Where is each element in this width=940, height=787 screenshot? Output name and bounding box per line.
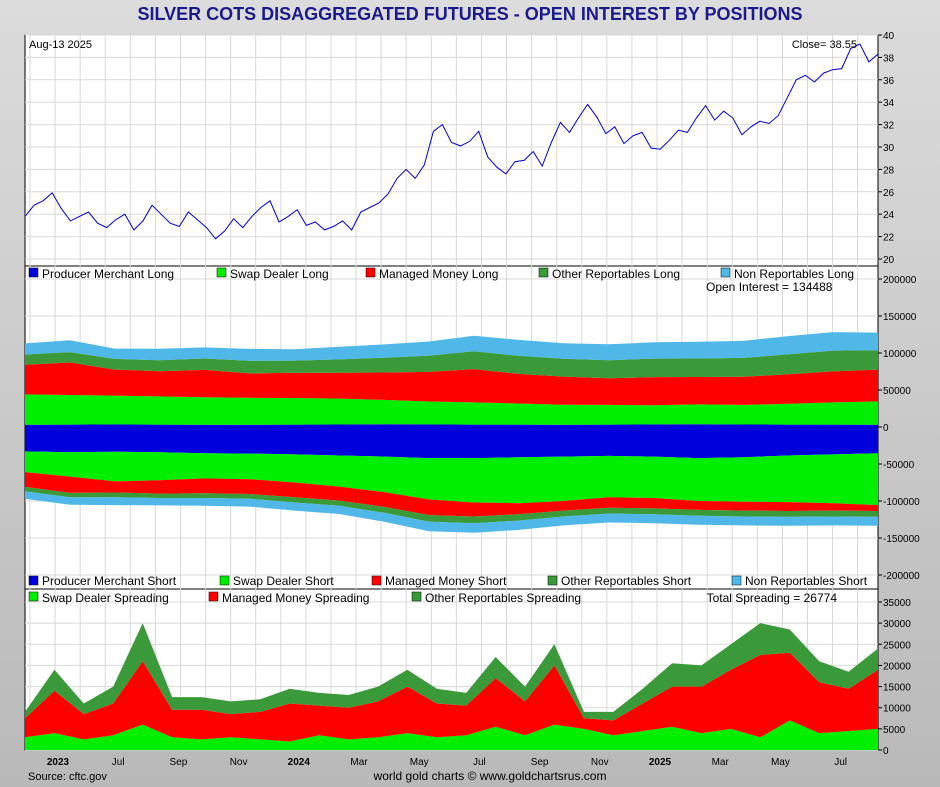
legend-swatch-nonrep-short [731, 575, 742, 586]
legend-swap-short: Swap Dealer Short [233, 574, 334, 588]
price-y-tick-label: 30 [883, 143, 895, 154]
x-tick-label: Jul [112, 757, 125, 768]
x-tick-label: May [410, 757, 429, 768]
spread-area-0 [25, 720, 878, 750]
legend-producer-long: Producer Merchant Long [42, 267, 174, 281]
spreading-y-tick-label: 15000 [883, 683, 911, 694]
x-tick-label: 2024 [288, 757, 311, 768]
credit-label: world gold charts © www.goldchartsrus.co… [373, 769, 607, 783]
short-area-2 [25, 472, 878, 517]
open-interest-label: Open Interest = 134488 [706, 280, 833, 294]
price-line-layer [24, 43, 879, 240]
legend-swatch-managed-long [365, 267, 376, 278]
legend-swatch-producer-short [28, 575, 39, 586]
legend-swatch-managed-short [371, 575, 382, 586]
price-y-tick-label: 22 [883, 233, 895, 244]
legend-nonrep-long: Non Reportables Long [734, 267, 854, 281]
spreading-y-tick-label: 25000 [883, 640, 911, 651]
x-tick-label: 2023 [47, 757, 70, 768]
x-tick-label: Mar [712, 757, 730, 768]
legend-other-short: Other Reportables Short [561, 574, 692, 588]
price-y-tick-label: 32 [883, 121, 895, 132]
long-area-4 [25, 332, 878, 361]
spreading-legend: Swap Dealer Spreading Managed Money Spre… [28, 591, 581, 605]
legend-managed-short: Managed Money Short [385, 574, 507, 588]
legend-swatch-nonrep-long [720, 267, 731, 278]
price-y-tick-label: 20 [883, 255, 895, 266]
positions-y-tick-label: 150000 [883, 312, 917, 323]
x-tick-label: Jul [834, 757, 847, 768]
short-legend: Producer Merchant Short Swap Dealer Shor… [28, 574, 868, 588]
total-spreading-label: Total Spreading = 26774 [707, 591, 838, 605]
price-y-tick-label: 38 [883, 53, 895, 64]
positions-y-tick-label: -50000 [883, 460, 915, 471]
spreading-y-tick-label: 0 [883, 746, 889, 757]
legend-swatch-managed-spread [208, 591, 219, 602]
legend-swatch-producer-long [28, 267, 39, 278]
x-tick-label: Sep [531, 757, 549, 768]
spreading-y-tick-label: 20000 [883, 661, 911, 672]
spreading-y-tick-label: 10000 [883, 704, 911, 715]
long-area-3 [25, 350, 878, 379]
positions-area-layer [25, 332, 878, 533]
date-label: Aug-13 2025 [29, 39, 92, 51]
spread-area-2 [25, 623, 878, 721]
legend-swap-long: Swap Dealer Long [230, 267, 329, 281]
x-tick-label: Sep [170, 757, 188, 768]
price-y-tick-label: 36 [883, 76, 895, 87]
price-y-tick-label: 24 [883, 210, 895, 221]
positions-y-tick-label: -100000 [883, 497, 920, 508]
legend-other-long: Other Reportables Long [552, 267, 680, 281]
spreading-y-tick-label: 35000 [883, 598, 911, 609]
long-area-2 [25, 362, 878, 406]
source-label: Source: cftc.gov [28, 771, 107, 783]
positions-y-tick-label: -150000 [883, 534, 920, 545]
x-tick-label: Jul [473, 757, 486, 768]
x-tick-label: Nov [591, 757, 609, 768]
positions-y-tick-label: 50000 [883, 386, 911, 397]
positions-y-tick-label: -200000 [883, 571, 920, 582]
legend-swatch-other-long [538, 267, 549, 278]
short-area-3 [25, 486, 878, 524]
positions-y-tick-label: 0 [883, 423, 889, 434]
close-label: Close= 38.55 [792, 39, 857, 51]
short-area-1 [25, 451, 878, 506]
price-y-tick-label: 28 [883, 165, 895, 176]
price-y-tick-label: 34 [883, 98, 895, 109]
x-tick-label: 2025 [649, 757, 672, 768]
chart-title: SILVER COTS DISAGGREGATED FUTURES - OPEN… [137, 4, 803, 24]
legend-managed-spread: Managed Money Spreading [222, 591, 369, 605]
spread-area-1 [25, 652, 878, 742]
price-y-tick-label: 26 [883, 188, 895, 199]
axis-ticks: 2022242628303234363840200000150000100000… [47, 31, 920, 768]
legend-swap-spread: Swap Dealer Spreading [42, 591, 169, 605]
short-area-0 [25, 427, 878, 459]
legend-managed-long: Managed Money Long [379, 267, 498, 281]
price-y-tick-label: 40 [883, 31, 895, 42]
short-area-4 [25, 491, 878, 533]
legend-swatch-swap-spread [28, 591, 39, 602]
price-line [24, 43, 879, 240]
long-legend: Producer Merchant Long Swap Dealer Long … [28, 267, 854, 281]
legend-swatch-swap-short [219, 575, 230, 586]
spreading-y-tick-label: 30000 [883, 619, 911, 630]
spreading-y-tick-label: 5000 [883, 725, 906, 736]
x-tick-label: May [771, 757, 790, 768]
legend-swatch-swap-long [216, 267, 227, 278]
legend-other-spread: Other Reportables Spreading [425, 591, 581, 605]
legend-nonrep-short: Non Reportables Short [745, 574, 868, 588]
x-tick-label: Nov [230, 757, 248, 768]
positions-y-tick-label: 200000 [883, 275, 917, 286]
long-area-0 [25, 424, 878, 427]
spreading-area-layer [25, 623, 878, 750]
legend-producer-short: Producer Merchant Short [42, 574, 177, 588]
long-area-1 [25, 394, 878, 425]
x-tick-label: Mar [350, 757, 368, 768]
positions-y-tick-label: 100000 [883, 349, 917, 360]
legend-swatch-other-spread [411, 591, 422, 602]
price-panel [24, 34, 879, 267]
legend-swatch-other-short [547, 575, 558, 586]
